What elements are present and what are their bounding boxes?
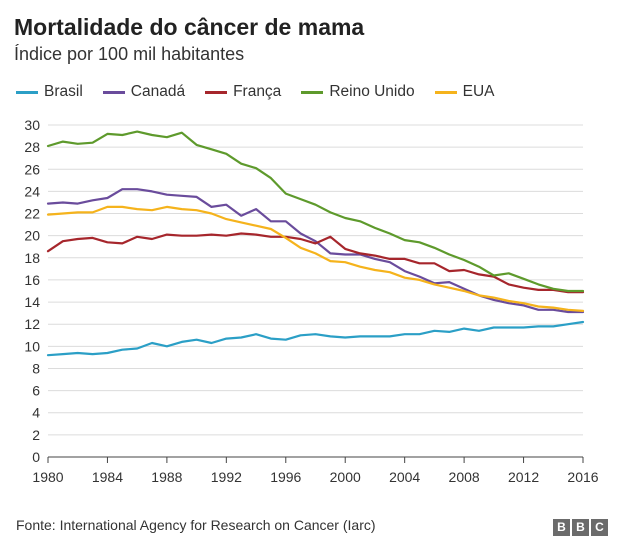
- y-tick-label: 20: [24, 228, 40, 244]
- legend-item-1: Canadá: [102, 83, 186, 101]
- legend-item-3: Reino Unido: [301, 83, 415, 101]
- x-tick-label: 1984: [92, 469, 123, 485]
- x-tick-label: 2016: [567, 469, 598, 485]
- y-tick-label: 10: [24, 338, 40, 354]
- legend-swatch: [301, 90, 324, 94]
- series-line-reino-unido: [46, 130, 585, 293]
- x-tick-label: 2004: [389, 469, 420, 485]
- x-tick-label: 1992: [211, 469, 242, 485]
- bbc-logo-letter: B: [553, 519, 570, 536]
- y-tick-label: 24: [24, 183, 40, 199]
- y-tick-label: 16: [24, 272, 40, 288]
- y-tick-label: 18: [24, 250, 40, 266]
- legend-label: Canadá: [130, 83, 186, 100]
- y-tick-label: 26: [24, 161, 40, 177]
- x-tick-label: 2000: [330, 469, 361, 485]
- series-line-fran-a: [46, 232, 585, 294]
- legend-item-2: França: [205, 83, 281, 101]
- legend-item-0: Brasil: [16, 83, 83, 101]
- legend-swatch: [102, 90, 125, 94]
- x-tick-label: 1996: [270, 469, 301, 485]
- chart-legend: Brasil Canadá França Reino Unido EUA: [16, 82, 515, 102]
- legend-label: Brasil: [44, 83, 83, 100]
- legend-label: Reino Unido: [329, 83, 415, 100]
- y-tick-label: 14: [24, 294, 40, 310]
- legend-swatch: [16, 90, 38, 94]
- legend-item-4: EUA: [434, 83, 495, 101]
- series-line-brasil: [46, 320, 585, 357]
- bbc-logo-letter: B: [572, 519, 589, 536]
- y-tick-label: 12: [24, 316, 40, 332]
- series-line-eua: [46, 205, 585, 312]
- source-note: Fonte: International Agency for Research…: [16, 517, 376, 533]
- series-line-canad-: [46, 188, 585, 314]
- legend-swatch: [434, 90, 457, 94]
- y-tick-label: 6: [32, 383, 40, 399]
- x-tick-label: 1980: [32, 469, 63, 485]
- y-tick-label: 4: [32, 405, 40, 421]
- x-tick-label: 2012: [508, 469, 539, 485]
- y-tick-label: 8: [32, 360, 40, 376]
- legend-swatch: [205, 90, 228, 94]
- y-tick-label: 22: [24, 206, 40, 222]
- x-tick-label: 2008: [449, 469, 480, 485]
- legend-label: França: [233, 83, 282, 100]
- bbc-logo-letter: C: [591, 519, 608, 536]
- y-tick-label: 2: [32, 427, 40, 443]
- y-tick-label: 28: [24, 139, 40, 155]
- y-tick-label: 0: [32, 449, 40, 465]
- legend-label: EUA: [462, 83, 495, 100]
- chart-title: Mortalidade do câncer de mama: [14, 14, 365, 40]
- y-tick-label: 30: [24, 117, 40, 133]
- x-tick-label: 1988: [151, 469, 182, 485]
- chart-subtitle: Índice por 100 mil habitantes: [14, 44, 245, 64]
